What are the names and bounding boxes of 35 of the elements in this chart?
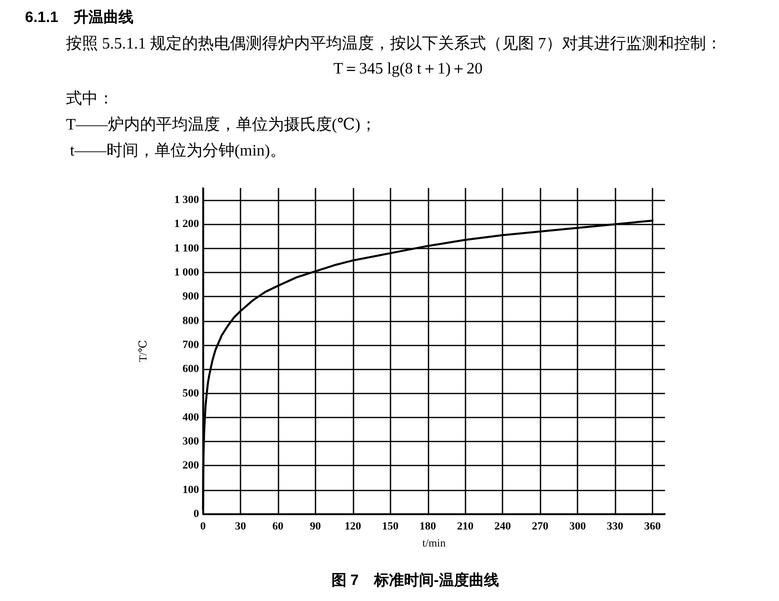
- y-tick-label: 400: [182, 411, 200, 424]
- x-tick-label: 240: [494, 520, 512, 532]
- x-tick-label: 180: [420, 520, 437, 532]
- y-tick-label: 200: [182, 460, 200, 472]
- x-tick-label: 210: [456, 520, 474, 532]
- y-tick-label: 1 200: [174, 218, 200, 230]
- y-tick-label: 500: [182, 387, 200, 400]
- x-tick-label: 120: [344, 520, 362, 532]
- y-tick-label: 1 000: [174, 266, 200, 279]
- x-tick-label: 150: [382, 520, 400, 532]
- x-tick-label: 300: [569, 520, 586, 532]
- text: T＝345 lg(8 t＋1)＋20: [333, 60, 483, 78]
- y-tick-label: 900: [182, 290, 200, 303]
- text: T——炉内的平均温度，单位为摄氏度(℃)；: [66, 116, 376, 134]
- x-tick-label: 360: [644, 520, 662, 532]
- y-axis-title: T/℃: [138, 340, 150, 362]
- x-tick-label: 60: [272, 520, 284, 532]
- text: 按照 5.5.1.1 规定的热电偶测得炉内平均温度，按以下关系式（见图 7）对其进行监测和控制：: [66, 34, 722, 52]
- y-tick-label: 700: [182, 338, 200, 351]
- y-tick-label: 0: [194, 508, 200, 520]
- y-tick-label: 100: [182, 484, 200, 496]
- x-tick-label: 90: [310, 520, 322, 532]
- y-tick-label: 800: [182, 314, 200, 327]
- x-tick-label: 330: [606, 520, 624, 532]
- x-axis-title: t/min: [422, 538, 446, 550]
- text: 6.1.1 升温曲线: [25, 9, 134, 26]
- y-tick-label: 600: [182, 363, 200, 376]
- text: t——时间，单位为分钟(min)。: [70, 142, 286, 160]
- y-tick-label: 1 100: [174, 242, 200, 254]
- y-tick-label: 300: [182, 436, 200, 448]
- text: 式中：: [66, 90, 114, 108]
- y-tick-label: 1 300: [174, 194, 200, 206]
- x-tick-label: 30: [234, 520, 246, 532]
- text: 图 7 标准时间-温度曲线: [331, 571, 499, 589]
- x-tick-label: 270: [532, 520, 549, 532]
